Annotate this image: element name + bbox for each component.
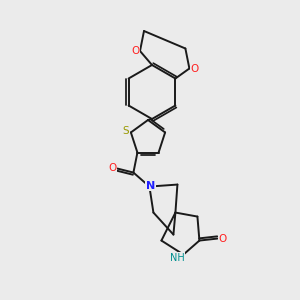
Text: O: O [190, 64, 199, 74]
Text: O: O [108, 163, 116, 172]
Text: N: N [146, 181, 155, 190]
Text: O: O [131, 46, 139, 56]
Text: S: S [123, 126, 129, 136]
Text: O: O [218, 234, 226, 244]
Text: NH: NH [170, 253, 185, 262]
